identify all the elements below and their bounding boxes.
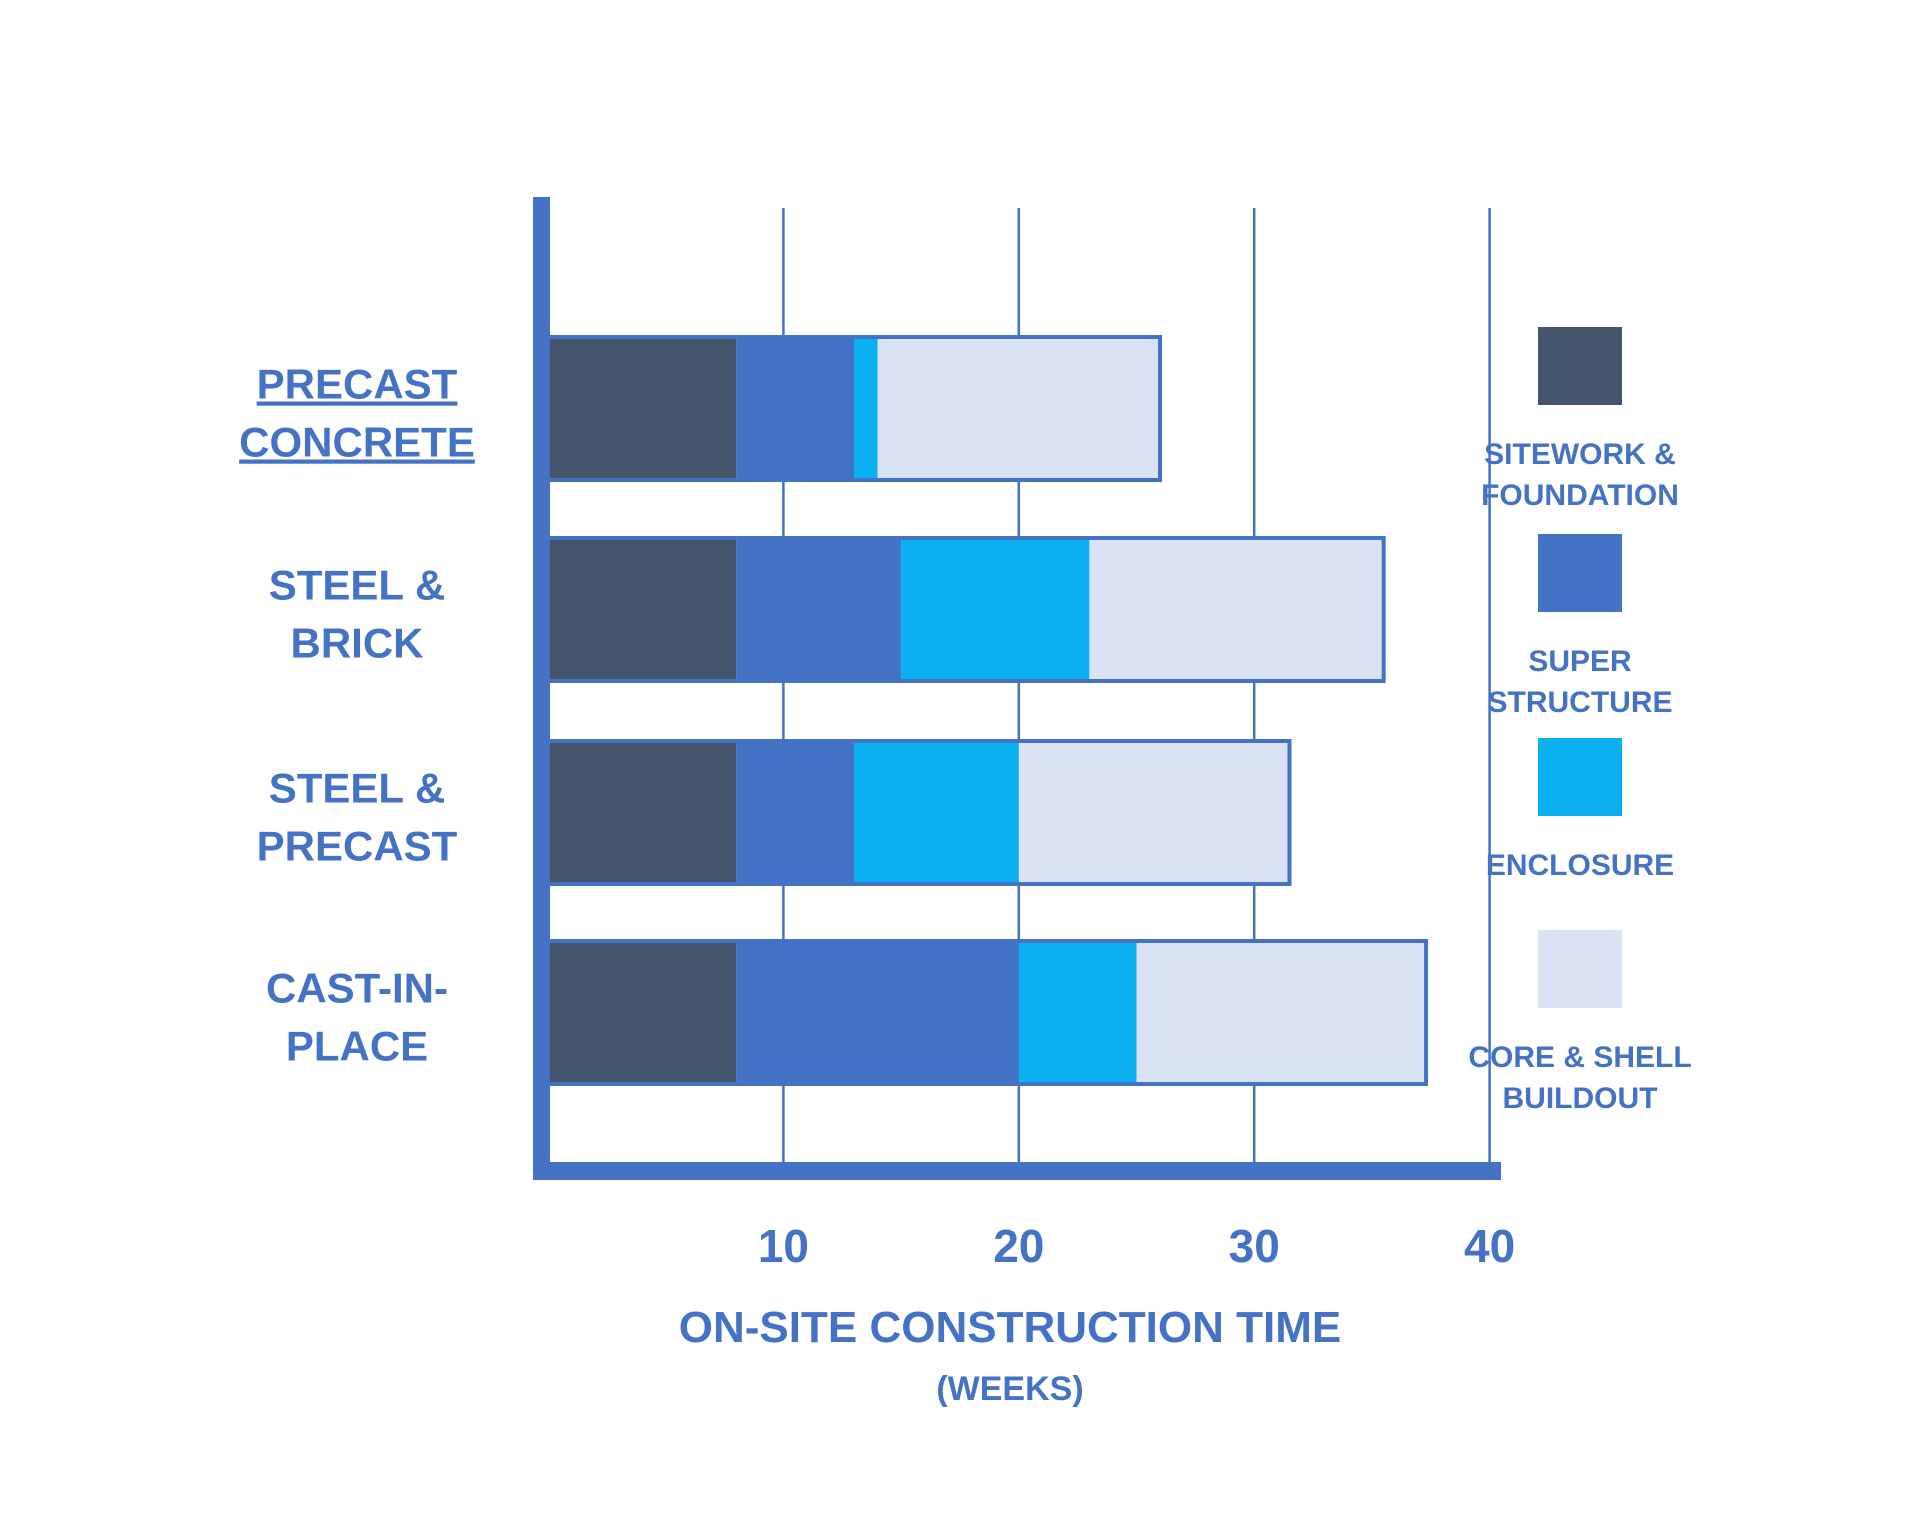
legend-label: SITEWORK & bbox=[1484, 438, 1676, 471]
bar-segment-1-2 bbox=[901, 538, 1090, 681]
category-label: PRECAST bbox=[257, 823, 458, 870]
bar-segment-1-1 bbox=[736, 538, 902, 681]
bar-segment-0-1 bbox=[736, 337, 855, 480]
bar-segment-2-2 bbox=[854, 741, 1019, 884]
legend-label: CORE & SHELL bbox=[1468, 1041, 1691, 1074]
bars bbox=[546, 335, 1429, 1086]
bar-segment-1-0 bbox=[548, 538, 737, 681]
legend-swatch bbox=[1538, 930, 1622, 1008]
y-axis-line bbox=[533, 197, 550, 1178]
bar-segment-3-2 bbox=[1018, 941, 1137, 1084]
bar-segment-3-3 bbox=[1136, 941, 1427, 1084]
bar-segment-2-0 bbox=[548, 741, 737, 884]
category-label: BRICK bbox=[291, 620, 424, 667]
category-labels: PRECAST CONCRETE STEEL & BRICK STEEL & PRECAS… bbox=[239, 361, 475, 1070]
x-axis-unit: (WEEKS) bbox=[936, 1370, 1083, 1408]
bar-segment-0-0 bbox=[548, 337, 737, 480]
legend-label: BUILDOUT bbox=[1503, 1082, 1658, 1115]
legend-label: SUPER bbox=[1528, 645, 1632, 678]
bar-segment-2-3 bbox=[1018, 741, 1290, 884]
x-tick-labels: 10 20 30 40 bbox=[758, 1220, 1515, 1272]
bar-segment-3-0 bbox=[548, 941, 737, 1084]
category-label: PRECAST bbox=[257, 361, 458, 408]
category-label: CONCRETE bbox=[239, 419, 475, 466]
legend-swatch bbox=[1538, 534, 1622, 612]
bar-segment-0-2 bbox=[854, 337, 878, 480]
category-label: CAST-IN- bbox=[266, 965, 448, 1012]
legend-label: STRUCTURE bbox=[1488, 686, 1673, 719]
legend-label: FOUNDATION bbox=[1481, 479, 1679, 512]
bar-segment-0-3 bbox=[877, 337, 1161, 480]
category-label: PLACE bbox=[286, 1023, 428, 1070]
legend-label: ENCLOSURE bbox=[1486, 849, 1674, 882]
bar-segment-3-1 bbox=[736, 941, 1019, 1084]
category-label: STEEL & bbox=[269, 765, 446, 812]
bar-segment-1-3 bbox=[1089, 538, 1384, 681]
x-tick-label: 20 bbox=[993, 1220, 1044, 1272]
legend: SITEWORK & FOUNDATION SUPER STRUCTURE ENCLOS… bbox=[1468, 327, 1692, 1115]
legend-swatch bbox=[1538, 327, 1622, 405]
axes bbox=[533, 197, 1501, 1180]
x-axis-title: ON-SITE CONSTRUCTION TIME bbox=[679, 1303, 1341, 1352]
bar-segment-2-1 bbox=[736, 741, 855, 884]
category-label: STEEL & bbox=[269, 562, 446, 609]
legend-swatch bbox=[1538, 738, 1622, 816]
axis-titles: ON-SITE CONSTRUCTION TIME (WEEKS) bbox=[679, 1303, 1341, 1408]
x-tick-label: 30 bbox=[1229, 1220, 1280, 1272]
x-tick-label: 40 bbox=[1464, 1220, 1515, 1272]
x-axis-line bbox=[533, 1162, 1501, 1180]
x-tick-label: 10 bbox=[758, 1220, 809, 1272]
